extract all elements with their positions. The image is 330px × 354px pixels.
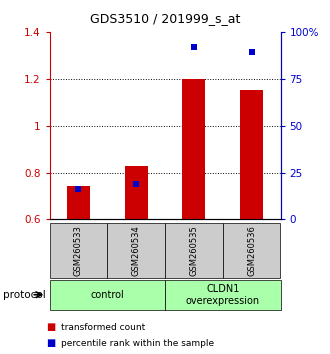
Text: transformed count: transformed count [61, 323, 145, 332]
Bar [240, 91, 263, 219]
Text: GSM260533: GSM260533 [74, 225, 83, 276]
Text: ■: ■ [46, 322, 55, 332]
Text: GSM260535: GSM260535 [189, 225, 198, 276]
Text: percentile rank within the sample: percentile rank within the sample [61, 339, 214, 348]
Text: control: control [90, 290, 124, 300]
Bar [125, 166, 148, 219]
Bar [67, 186, 90, 219]
Text: ■: ■ [46, 338, 55, 348]
Text: GDS3510 / 201999_s_at: GDS3510 / 201999_s_at [90, 12, 240, 25]
Bar [182, 79, 205, 219]
Text: GSM260534: GSM260534 [132, 225, 141, 276]
Text: CLDN1
overexpression: CLDN1 overexpression [186, 284, 260, 306]
Text: protocol: protocol [3, 290, 46, 300]
Text: GSM260536: GSM260536 [247, 225, 256, 276]
